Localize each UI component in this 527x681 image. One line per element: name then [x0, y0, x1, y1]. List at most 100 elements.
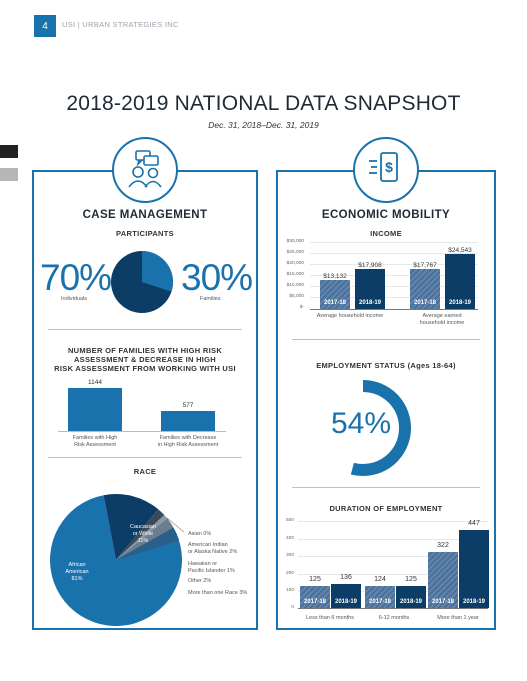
duration-group-label: More than 1 year [437, 615, 479, 621]
page-header: 4 USI | URBAN STRATEGIES INC [0, 0, 527, 44]
employment-ring-fill [315, 380, 411, 476]
pie-slice-american-indian [116, 509, 165, 560]
income-axis-tick: $- [299, 305, 304, 310]
hawaiian-label: Hawaiian or Pacific Islander 1% [188, 561, 235, 574]
duration-axis-tick: 100 [285, 588, 294, 593]
income-title: INCOME [370, 229, 402, 238]
high-risk-bar [68, 388, 122, 431]
families-label: Families [200, 296, 221, 302]
duration-bar: 2017-18 [365, 586, 395, 608]
divider [292, 339, 480, 340]
economic-mobility-title: ECONOMIC MOBILITY [321, 209, 451, 221]
other-label: Other 2% [188, 578, 212, 584]
gridline [298, 556, 488, 557]
income-value: $24,543 [448, 247, 472, 254]
income-axis-tick: $15,000 [286, 272, 304, 277]
pie-slice-more-than-one [116, 527, 180, 560]
income-value: $17,908 [358, 262, 382, 269]
duration-value: 447 [468, 520, 480, 527]
duration-axis-tick: 200 [285, 571, 294, 576]
individuals-pct: 70% [40, 257, 112, 298]
gridline [310, 242, 478, 243]
high-risk-baseline [58, 431, 226, 432]
income-group-label: Average household income [316, 313, 384, 319]
income-value: $17,767 [413, 262, 437, 269]
decrease-value: 577 [182, 402, 194, 409]
duration-axis-tick: 0 [291, 605, 294, 610]
side-tab-gray [0, 168, 18, 181]
gridline [310, 264, 478, 265]
race-title: RACE [133, 467, 157, 476]
income-baseline [310, 309, 478, 310]
participants-title: PARTICIPANTS [116, 229, 174, 238]
duration-axis-tick: 400 [285, 536, 294, 541]
divider [48, 329, 242, 330]
income-bar: 2017-18 [410, 269, 440, 309]
individuals-label: Individuals [61, 296, 87, 302]
families-pct: 30% [181, 257, 253, 298]
pie-slice-families [142, 250, 174, 292]
date-range: Dec. 31, 2018–Dec. 31, 2019 [208, 120, 319, 130]
gridline [298, 574, 488, 575]
leader-line [166, 517, 185, 533]
income-bar: 2018-19 [355, 269, 385, 309]
pie-slice-other [116, 518, 174, 560]
employment-pct: 54% [331, 407, 392, 440]
divider [48, 457, 242, 458]
gridline [298, 539, 488, 540]
pie-slice-african-american [50, 495, 182, 626]
people-chat-icon [112, 137, 178, 203]
svg-text:$: $ [385, 159, 393, 175]
page-number: 4 [34, 15, 56, 37]
american-indian-label: American Indian or Alaska Native 2% [188, 542, 238, 555]
high-risk-title-line3: RISK ASSESSMENT FROM WORKING WITH USI [54, 364, 236, 373]
high-risk-label: Families with High Risk Assessment [72, 435, 118, 448]
duration-title: DURATION OF EMPLOYMENT [329, 504, 443, 513]
high-risk-title-line2: ASSESSMENT & DECREASE IN HIGH [73, 355, 217, 364]
african-american-label: African American 81% [65, 562, 89, 582]
more-than-one-label: More than one Race 3% [188, 590, 248, 596]
participants-pie [111, 250, 174, 313]
case-management-title: CASE MANAGEMENT [82, 209, 208, 221]
duration-value: 322 [437, 542, 449, 549]
employment-ring [315, 380, 411, 476]
side-tab-dark [0, 145, 18, 158]
income-axis-tick: $25,000 [286, 250, 304, 255]
duration-axis-tick: 500 [285, 518, 294, 523]
asian-label: Asian 0% [188, 531, 212, 537]
gridline [310, 275, 478, 276]
income-axis-tick: $30,000 [286, 239, 304, 244]
duration-group-label: Less than 6 months [305, 615, 354, 621]
duration-value: 124 [374, 576, 386, 583]
gridline [298, 521, 488, 522]
pie-slice-hawaiian [116, 515, 168, 560]
decrease-label: Families with Decrease in High Risk Asse… [157, 435, 219, 448]
dollar-bill-icon: $ [353, 137, 419, 203]
header-org: USI | URBAN STRATEGIES INC [62, 20, 179, 29]
income-value: $13,132 [323, 273, 347, 280]
gridline [310, 253, 478, 254]
income-axis-tick: $10,000 [286, 283, 304, 288]
employment-title: EMPLOYMENT STATUS (Ages 18-64) [316, 361, 456, 370]
duration-baseline [298, 608, 488, 609]
caucasian-label: Caucasian or White 11% [130, 524, 156, 544]
duration-value: 125 [309, 576, 321, 583]
income-axis-tick: $5,000 [289, 294, 304, 299]
gridline [310, 286, 478, 287]
divider [292, 487, 480, 488]
income-group-label: Average earned household income [419, 313, 465, 326]
high-risk-value: 1144 [88, 379, 102, 386]
duration-value: 136 [340, 574, 352, 581]
duration-value: 125 [405, 576, 417, 583]
duration-bar: 2017-18 [428, 552, 458, 608]
duration-axis-tick: 300 [285, 553, 294, 558]
duration-bar: 2017-18 [300, 586, 330, 608]
duration-bar: 2018-19 [396, 586, 426, 608]
page-title: 2018-2019 NATIONAL DATA SNAPSHOT [66, 92, 461, 115]
high-risk-title-line1: NUMBER OF FAMILIES WITH HIGH RISK [67, 346, 223, 355]
income-axis-tick: $20,000 [286, 261, 304, 266]
duration-group-label: 6-12 months [378, 615, 410, 621]
race-pie [50, 494, 185, 626]
income-bar: 2017-18 [320, 280, 350, 309]
gridline [310, 297, 478, 298]
